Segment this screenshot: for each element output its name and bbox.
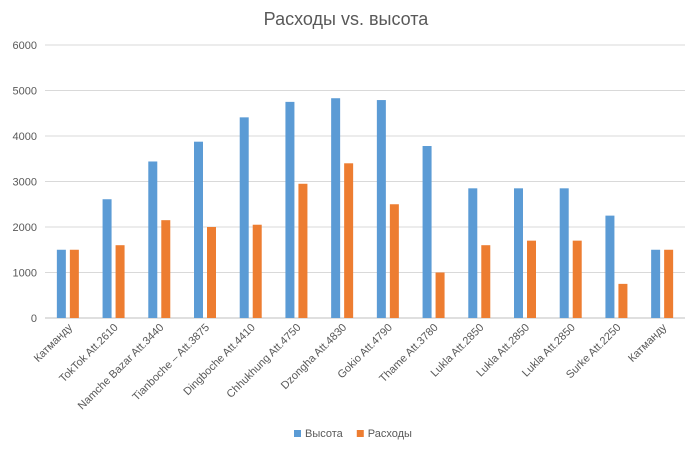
bar-height xyxy=(559,188,569,318)
bar-height xyxy=(605,215,615,318)
x-category-label: Tianboche – Att.3875 xyxy=(130,322,212,404)
bar-expenses xyxy=(344,163,354,318)
bar-height xyxy=(148,161,158,318)
bar-expenses xyxy=(618,283,628,318)
y-tick-label: 0 xyxy=(31,313,37,325)
x-category-label: Namche Bazar Att.3440 xyxy=(76,322,167,413)
bar-expenses xyxy=(389,204,399,318)
y-tick-label: 4000 xyxy=(13,131,37,143)
bar-expenses xyxy=(298,183,308,318)
legend-swatch xyxy=(294,430,301,437)
legend: Высота Расходы xyxy=(294,428,412,440)
bar-expenses xyxy=(435,272,445,318)
bar-expenses xyxy=(252,224,262,318)
bar-height xyxy=(194,141,203,318)
bar-height xyxy=(651,249,661,318)
x-category-label: Катманду xyxy=(32,321,75,364)
legend-label: Высота xyxy=(305,428,344,440)
bar-height xyxy=(514,188,523,318)
bar-height xyxy=(468,188,478,318)
y-tick-label: 5000 xyxy=(13,86,37,98)
bar-height xyxy=(239,117,249,318)
y-tick-label: 1000 xyxy=(13,268,37,280)
y-tick-label: 2000 xyxy=(13,222,37,234)
y-tick-label: 3000 xyxy=(13,177,37,189)
bar-height xyxy=(285,101,295,318)
bar-height xyxy=(102,199,112,318)
legend-swatch xyxy=(356,430,364,437)
bar-expenses xyxy=(207,227,216,318)
bar-expenses xyxy=(664,249,674,318)
bar-expenses xyxy=(527,240,536,318)
bar-height xyxy=(331,98,341,318)
bar-expenses xyxy=(481,245,491,318)
gridlines xyxy=(45,44,685,319)
chart-title: Расходы vs. высота xyxy=(264,9,430,29)
bar-height xyxy=(56,249,66,318)
bar-expenses xyxy=(69,249,79,318)
x-category-label: Катманду xyxy=(626,321,669,364)
bar-height xyxy=(422,146,432,318)
legend-label: Расходы xyxy=(368,428,412,440)
bar-height xyxy=(376,100,386,319)
bar-expenses xyxy=(572,240,582,318)
bars xyxy=(56,98,674,319)
y-axis-ticks: 0 1000 2000 3000 4000 5000 6000 xyxy=(13,40,37,325)
y-tick-label: 6000 xyxy=(13,40,37,52)
bar-expenses xyxy=(161,220,171,318)
bar-expenses xyxy=(115,245,125,318)
